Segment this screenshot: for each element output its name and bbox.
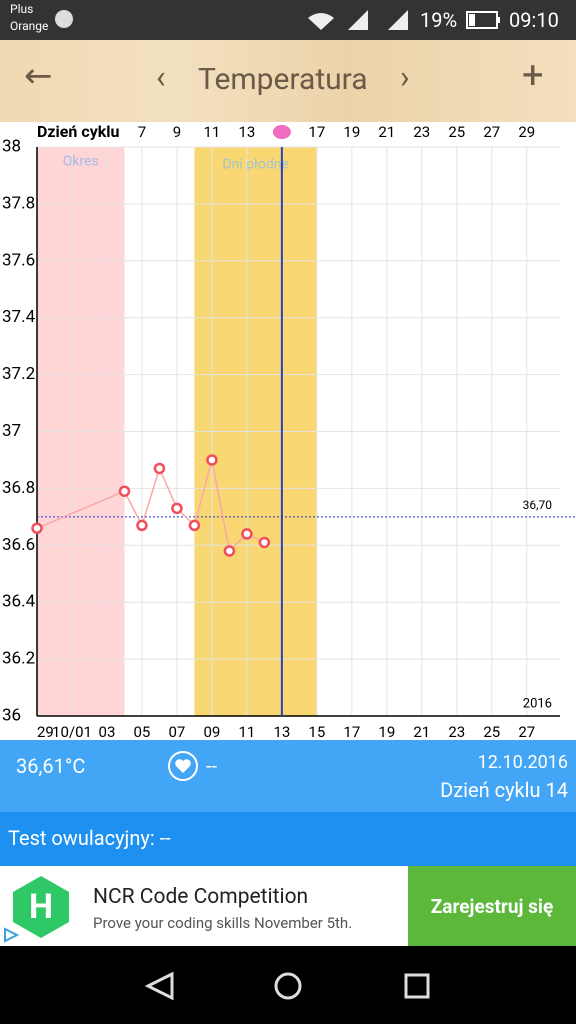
x-tick-label: 19: [378, 723, 395, 740]
message-icon: [55, 10, 73, 28]
battery-icon: [466, 11, 500, 29]
data-point: [118, 485, 131, 497]
reference-label: 36,70: [523, 498, 553, 512]
x-tick-label: 11: [238, 723, 255, 740]
top-tick-label: 11: [203, 123, 220, 141]
heart-value: --: [206, 754, 218, 778]
ad-title: NCR Code Competition: [93, 885, 309, 909]
heart-icon[interactable]: [167, 750, 199, 782]
carrier: Orange: [10, 19, 49, 33]
y-tick-label: 37.4: [2, 307, 36, 327]
ovulation-test[interactable]: Test owulacyjny: --: [0, 812, 576, 866]
ovulation-pill: [272, 125, 291, 139]
status-bar: Plus Orange 19% 09:10: [0, 0, 576, 40]
data-point: [258, 536, 271, 549]
ad-logo-letter: H: [29, 887, 53, 927]
signal-icons: [308, 10, 408, 30]
y-tick-label: 38: [2, 136, 21, 156]
y-tick-label: 36.8: [2, 478, 35, 498]
data-point: [31, 522, 43, 534]
chart: Dzień cyklu Okres Dni płodne 36 36.2 36.4 36.…: [2, 122, 576, 740]
ad-button[interactable]: Zarejestruj się: [408, 866, 576, 946]
ovulation-test-text: Test owulacyjny: --: [8, 826, 171, 850]
carrier: Plus: [10, 2, 34, 16]
y-tick-label: 36.4: [2, 592, 36, 612]
x-tick-label: 10/01: [52, 723, 92, 740]
data-point: [153, 462, 166, 475]
top-tick-label: 13: [238, 123, 255, 141]
top-tick-label: 17: [308, 123, 325, 141]
title: Temperatura: [198, 62, 368, 97]
x-tick-label: 25: [483, 723, 500, 740]
header: ← ‹ Temperatura › +: [0, 40, 576, 122]
x-tick-label: 21: [413, 723, 430, 740]
ad-text: Prove your coding skills November 5th.: [93, 914, 353, 932]
data-point: [136, 519, 148, 532]
temperature: 36,61°C: [16, 754, 86, 778]
ad-choices[interactable]: [2, 926, 20, 944]
prev-button[interactable]: ‹: [156, 58, 166, 96]
y-tick-label: 37.8: [2, 193, 35, 213]
cycle-day: Dzień cyklu 14: [440, 778, 568, 802]
top-tick-label: 25: [448, 123, 465, 141]
top-tick-label: 7: [138, 123, 146, 141]
nav-background: [0, 946, 576, 1024]
data-point: [188, 519, 201, 532]
series-line: [36, 459, 265, 553]
y-tick-label: 37: [2, 421, 21, 441]
data-point: [206, 454, 218, 466]
x-tick-label: 27: [518, 723, 535, 740]
add-button[interactable]: +: [522, 54, 544, 98]
band-label: Dni płodne: [222, 157, 288, 173]
data-point: [241, 528, 253, 540]
battery: 19%: [420, 8, 458, 32]
top-tick-label: 19: [343, 123, 360, 141]
y-tick-label: 36.6: [2, 535, 35, 555]
nav-home[interactable]: [274, 972, 302, 1000]
band-label: Okres: [63, 154, 99, 170]
x-tick-label: 13: [273, 723, 290, 740]
data-point: [171, 502, 183, 515]
top-tick-label: 9: [173, 123, 181, 141]
x-tick-label: 09: [203, 723, 220, 740]
x-tick-label: 05: [134, 723, 151, 740]
y-tick-label: 36.2: [2, 649, 35, 669]
x-tick-label: 29: [37, 723, 54, 740]
top-tick-label: 27: [483, 123, 500, 141]
y-tick-label: 37.6: [2, 250, 35, 270]
top-tick-label: 21: [378, 123, 395, 141]
x-tick-label: 23: [448, 723, 465, 740]
date: 12.10.2016: [477, 752, 568, 773]
x-tick-label: 17: [343, 723, 360, 740]
ad-banner[interactable]: H NCR Code Competition Prove your coding…: [0, 866, 576, 946]
y-tick-label: 36: [2, 705, 21, 725]
top-tick-label: 23: [413, 123, 430, 141]
ad-logo: H: [13, 876, 69, 938]
data-point: [223, 545, 236, 557]
x-tick-label: 15: [308, 723, 325, 740]
next-button[interactable]: ›: [400, 58, 410, 96]
x-tick-label: 07: [168, 723, 185, 740]
nav-bar: [0, 946, 576, 1024]
nav-recent[interactable]: [404, 973, 430, 999]
x-axis-title: Dzień cyklu: [37, 122, 120, 141]
clock: 09:10: [509, 8, 559, 32]
y-tick-label: 37.2: [2, 364, 35, 384]
back-button[interactable]: ←: [24, 56, 53, 96]
top-tick-label: 29: [518, 123, 535, 141]
year-label: 2016: [523, 696, 552, 711]
nav-back[interactable]: [144, 971, 174, 1001]
x-tick-label: 03: [99, 723, 116, 740]
summary-panel: 36,61°C -- 12.10.2016 Dzień cyklu 14: [0, 740, 576, 812]
